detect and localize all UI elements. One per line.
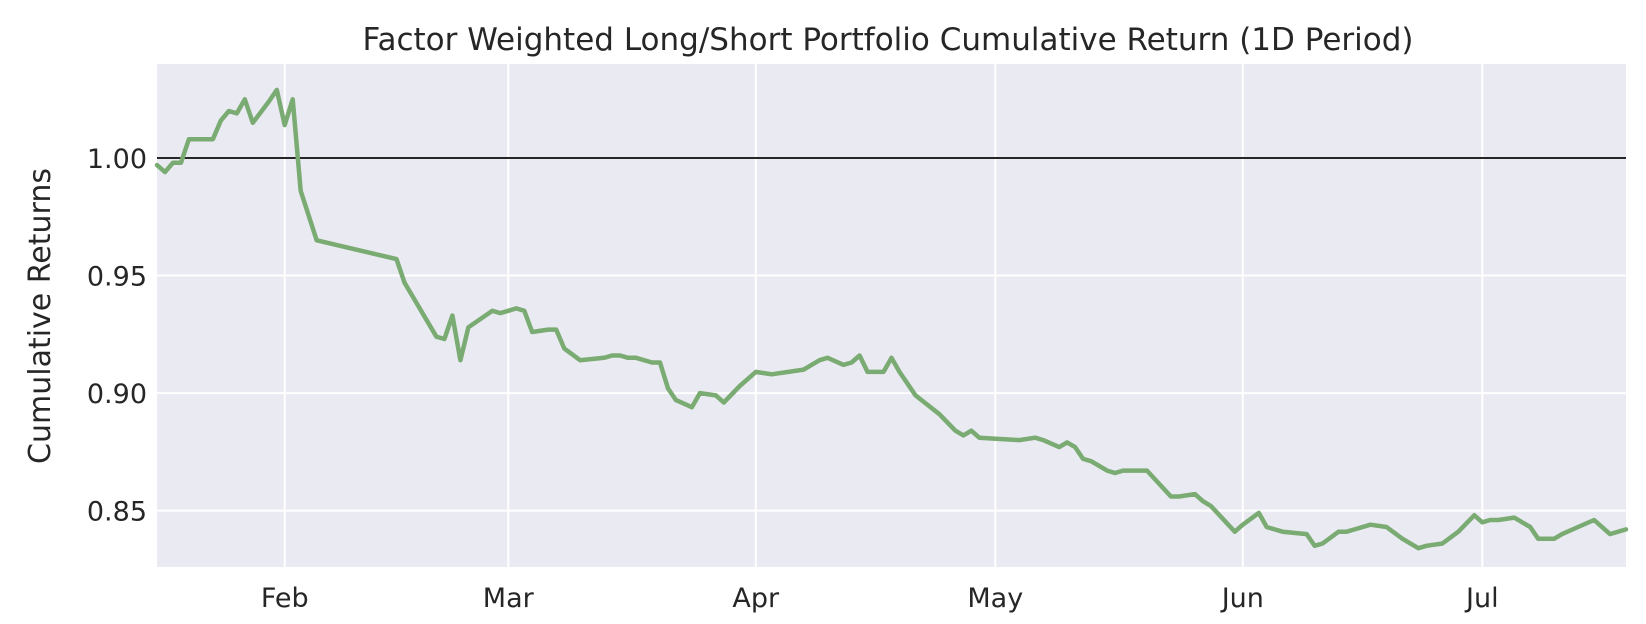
series-group [154, 87, 1629, 551]
x-tick-label: Apr [732, 583, 780, 614]
y-tick-label: 0.90 [87, 379, 147, 410]
x-tick-label: Jun [1220, 583, 1264, 614]
x-tick-label: Jul [1464, 583, 1499, 614]
x-axis-ticks: Feb Mar Apr May Jun Jul [261, 583, 1499, 614]
chart-title: Factor Weighted Long/Short Portfolio Cum… [362, 22, 1413, 58]
y-axis-label: Cumulative Returns [23, 168, 58, 464]
x-tick-label: Feb [261, 583, 309, 614]
series-line [154, 87, 1629, 551]
y-tick-label: 0.95 [87, 262, 147, 293]
y-axis-ticks: 0.85 0.90 0.95 1.00 [87, 144, 147, 528]
y-tick-label: 1.00 [87, 144, 147, 175]
plot-area [157, 64, 1626, 567]
x-tick-label: May [967, 583, 1023, 614]
y-tick-label: 0.85 [87, 497, 147, 528]
x-tick-label: Mar [483, 583, 535, 614]
